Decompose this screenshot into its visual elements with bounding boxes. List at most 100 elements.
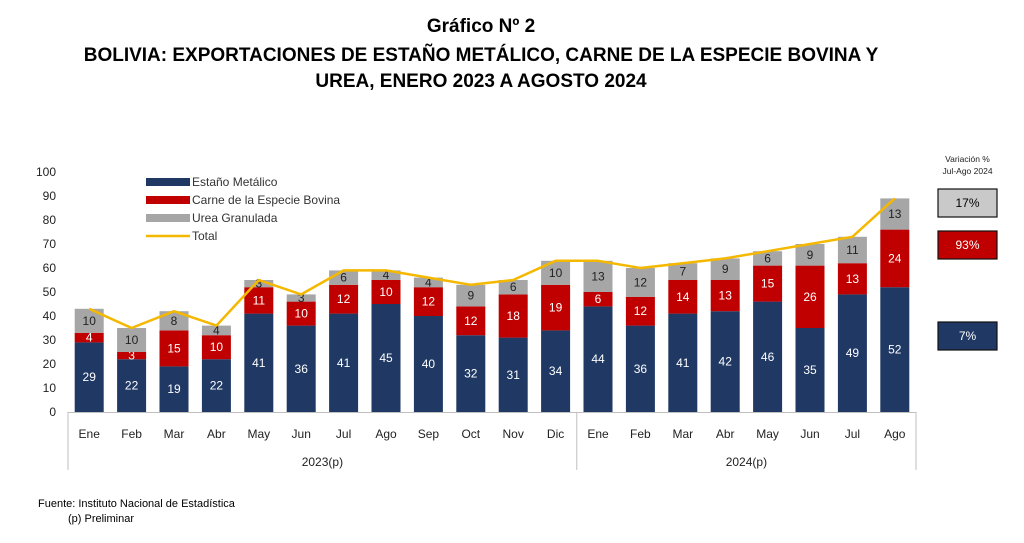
data-label: 19 — [549, 301, 563, 315]
bar-segment — [795, 244, 825, 266]
data-label: 41 — [252, 356, 266, 370]
data-label: 18 — [507, 309, 521, 323]
x-tick-label: Jun — [292, 427, 311, 441]
x-tick-label: Nov — [503, 427, 524, 441]
data-label: 9 — [722, 262, 729, 276]
data-label: 8 — [171, 314, 178, 328]
bar-segment — [541, 330, 571, 412]
data-label: 12 — [634, 275, 648, 289]
bar-segment — [371, 304, 401, 412]
x-tick-label: Ene — [79, 427, 101, 441]
bar-segment — [456, 306, 486, 336]
bar-segment — [329, 313, 359, 412]
y-tick-label: 40 — [43, 309, 57, 323]
bar-segment — [201, 335, 231, 360]
bar-segment — [413, 277, 443, 288]
bar-segment — [201, 325, 231, 336]
data-label: 6 — [340, 271, 347, 285]
x-tick-label: Ene — [587, 427, 609, 441]
legend-label: Carne de la Especie Bovina — [192, 193, 340, 207]
data-label: 10 — [125, 333, 139, 347]
legend-swatch — [146, 214, 190, 222]
bar-segment — [583, 306, 613, 412]
data-label: 4 — [213, 323, 220, 337]
x-tick-label: May — [247, 427, 270, 441]
legend-label: Estaño Metálico — [192, 175, 278, 189]
x-tick-label: Feb — [630, 427, 651, 441]
bar-segment — [117, 328, 147, 352]
y-tick-label: 100 — [36, 165, 56, 179]
y-tick-label: 10 — [43, 381, 57, 395]
data-label: 6 — [764, 251, 771, 265]
chart-subtitle-line1: BOLIVIA: EXPORTACIONES DE ESTAÑO METÁLIC… — [83, 45, 879, 66]
bar-segment — [498, 337, 528, 412]
y-tick-label: 80 — [43, 213, 57, 227]
bar-segment — [668, 280, 698, 314]
bar-segment — [413, 316, 443, 412]
variation-value: 17% — [955, 196, 979, 210]
data-label: 13 — [888, 207, 902, 221]
legend-swatch — [146, 178, 190, 186]
data-label: 35 — [803, 363, 817, 377]
data-label: 41 — [676, 356, 690, 370]
data-label: 26 — [803, 290, 817, 304]
bar-segment — [541, 284, 571, 331]
x-tick-label: Abr — [207, 427, 226, 441]
chart-subtitle-line2: UREA, ENERO 2023 A AGOSTO 2024 — [315, 71, 647, 92]
data-label: 46 — [761, 350, 775, 364]
bar-segment — [880, 287, 910, 412]
variation-value: 7% — [959, 329, 977, 343]
source-note: Fuente: Instituto Nacional de Estadístic… — [38, 497, 235, 527]
data-label: 9 — [807, 248, 814, 262]
x-tick-label: Jul — [845, 427, 860, 441]
data-label: 32 — [464, 367, 478, 381]
data-label: 10 — [210, 340, 224, 354]
data-label: 15 — [761, 277, 775, 291]
bar-segment — [74, 332, 104, 343]
data-label: 42 — [719, 355, 733, 369]
bar-segment — [710, 311, 740, 412]
bar-segment — [117, 352, 147, 360]
x-tick-label: Jun — [800, 427, 819, 441]
x-tick-label: Ago — [375, 427, 397, 441]
x-tick-label: Dic — [547, 427, 564, 441]
data-label: 36 — [634, 362, 648, 376]
x-tick-label: Ago — [884, 427, 906, 441]
data-label: 11 — [846, 243, 859, 257]
data-label: 36 — [295, 362, 309, 376]
bar-segment — [583, 292, 613, 307]
data-label: 49 — [846, 346, 860, 360]
data-label: 22 — [125, 379, 139, 393]
data-label: 15 — [167, 341, 181, 355]
data-label: 52 — [888, 343, 902, 357]
total-line — [88, 197, 896, 330]
data-label: 41 — [337, 356, 351, 370]
bar-segment — [329, 284, 359, 314]
bar-segment — [625, 325, 655, 412]
y-tick-label: 30 — [43, 333, 57, 347]
x-tick-label: Oct — [461, 427, 480, 441]
y-tick-label: 90 — [43, 189, 57, 203]
bar-segment — [286, 294, 316, 302]
bar-segment — [668, 263, 698, 280]
data-label: 3 — [255, 277, 262, 291]
data-label: 12 — [422, 295, 436, 309]
bar-segment — [880, 198, 910, 230]
x-tick-label: Sep — [418, 427, 440, 441]
data-label: 6 — [510, 280, 517, 294]
data-label: 12 — [634, 304, 648, 318]
bar-segment — [244, 313, 274, 412]
bar-segment — [286, 325, 316, 412]
bar-segment — [753, 251, 783, 266]
source-text: Fuente: Instituto Nacional de Estadístic… — [38, 498, 235, 510]
data-label: 22 — [210, 379, 224, 393]
data-label: 40 — [422, 357, 436, 371]
bar-segment — [456, 284, 486, 307]
variation-box — [937, 230, 998, 260]
preliminary-note: (p) Preliminar — [68, 513, 135, 525]
bar-segment — [74, 342, 104, 412]
bar-segment — [583, 260, 613, 292]
bar-segment — [795, 328, 825, 412]
data-label: 10 — [295, 307, 309, 321]
